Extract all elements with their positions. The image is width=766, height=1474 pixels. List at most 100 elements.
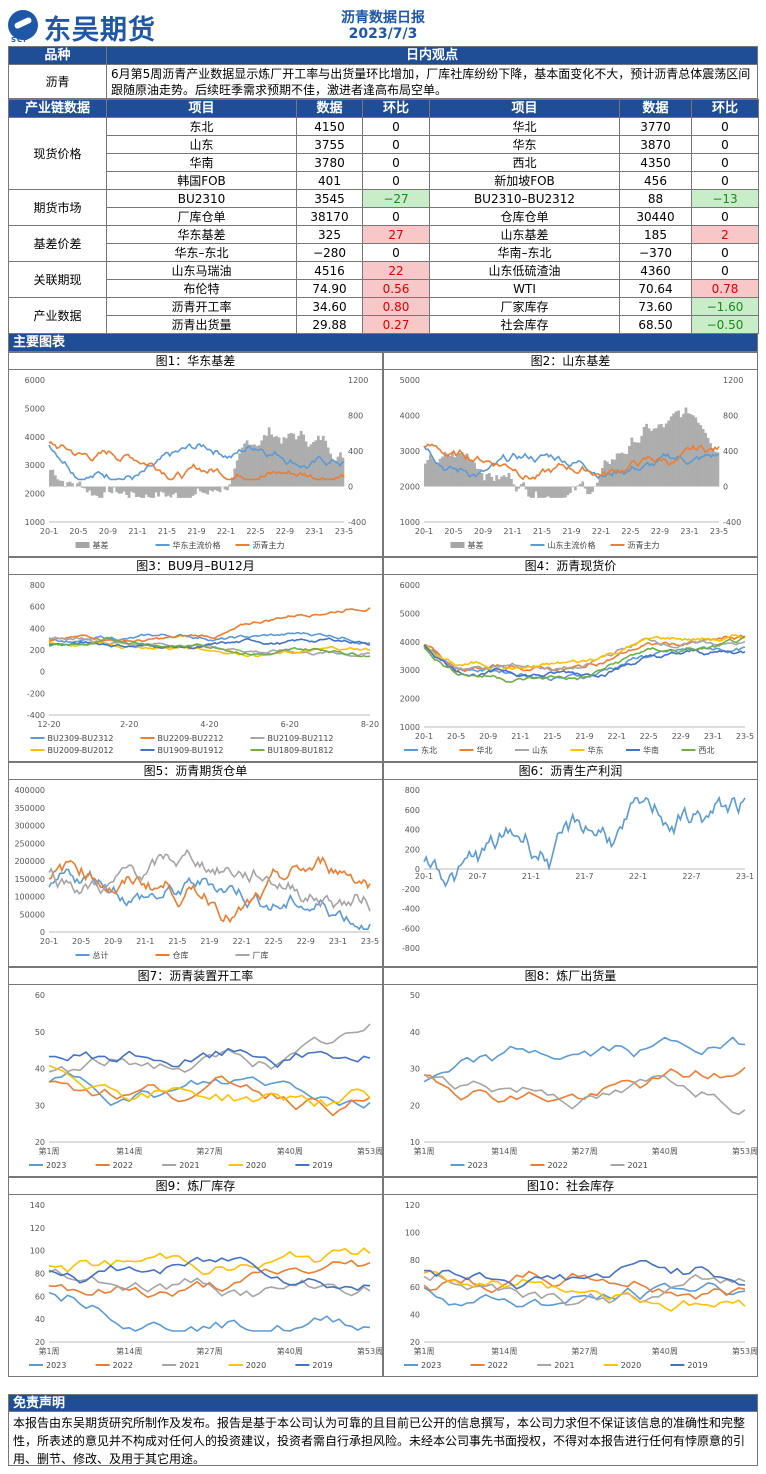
x-tick-label: 21-5 xyxy=(533,527,551,536)
basis-bar xyxy=(93,486,97,496)
item-change: 0 xyxy=(362,207,430,226)
y-tick-label: 5000 xyxy=(25,404,45,413)
y2-tick-label: 0 xyxy=(723,483,728,492)
basis-bar xyxy=(312,442,315,487)
x-tick-label: 20-1 xyxy=(40,937,58,946)
x-tick-label: 22-1 xyxy=(217,527,235,536)
x-tick-label: 20-1 xyxy=(415,872,433,881)
legend-label: 基差 xyxy=(468,540,484,550)
basis-bar xyxy=(314,440,318,487)
basis-bar xyxy=(480,473,484,487)
basis-bar xyxy=(184,486,187,498)
basis-bar xyxy=(674,411,678,487)
y-tick-label: 600 xyxy=(30,603,45,612)
basis-bar xyxy=(701,428,705,487)
x-tick-label: 23-5 xyxy=(710,527,728,536)
basis-bar xyxy=(433,461,437,487)
y2-tick-label: 800 xyxy=(348,412,363,421)
x-tick-label: 21-9 xyxy=(200,937,218,946)
basis-bar xyxy=(483,480,486,487)
basis-bar xyxy=(85,486,89,493)
basis-bar xyxy=(122,486,126,492)
series-line xyxy=(423,1273,746,1306)
y-tick-label: 60 xyxy=(35,991,45,1000)
basis-bar xyxy=(208,486,212,491)
x-tick-label: 22-1 xyxy=(629,872,647,881)
item-value: 4350 xyxy=(619,153,692,172)
item-value: 73.60 xyxy=(619,297,692,316)
legend-label: 西北 xyxy=(699,746,715,755)
x-tick-label: 第27周 xyxy=(196,1346,222,1356)
table-header-cell: 环比 xyxy=(691,99,759,118)
group-label: 期货市场 xyxy=(8,189,107,226)
basis-bar xyxy=(652,428,656,487)
y-tick-label: 30 xyxy=(35,1101,45,1110)
basis-bar xyxy=(336,456,340,487)
y-tick-label: 40 xyxy=(410,1028,420,1037)
x-tick-label: 21-7 xyxy=(575,872,593,881)
legend-label: 山东 xyxy=(532,745,548,755)
table-row: 华南 3780 0 西北 4350 0 xyxy=(9,153,759,172)
item-name: 华南 xyxy=(106,153,297,172)
item-value: 3755 xyxy=(296,135,363,154)
basis-bar xyxy=(201,486,205,493)
basis-bar xyxy=(529,486,533,498)
legend-label: 华南 xyxy=(643,745,659,755)
item-name: 沥青出货量 xyxy=(106,315,297,334)
legend-label: 东北 xyxy=(421,745,437,755)
basis-bar xyxy=(532,486,535,498)
y-tick-label: 400 xyxy=(30,624,45,633)
series-line xyxy=(48,442,345,481)
basis-bar xyxy=(257,445,261,487)
logo-sub: SCF xyxy=(11,36,29,44)
basis-bar xyxy=(642,427,646,487)
x-tick-label: 22-9 xyxy=(651,527,669,536)
x-tick-label: 22-7 xyxy=(682,872,700,881)
basis-bar xyxy=(522,482,526,487)
basis-bar xyxy=(319,439,323,487)
basis-bar xyxy=(507,472,511,487)
basis-bar xyxy=(198,486,202,492)
x-tick-label: 21-9 xyxy=(562,527,580,536)
y-tick-label: 50 xyxy=(35,1028,45,1037)
basis-bar xyxy=(645,423,649,487)
basis-bar xyxy=(331,460,335,487)
basis-bar xyxy=(662,427,666,487)
x-tick-label: 23-1 xyxy=(736,872,754,881)
basis-bar xyxy=(657,424,661,487)
x-tick-label: 22-1 xyxy=(233,937,251,946)
legend-label: 2020 xyxy=(621,1361,641,1370)
basis-bar xyxy=(164,486,168,497)
x-tick-label: 20-5 xyxy=(447,732,465,741)
basis-bar xyxy=(316,435,320,487)
basis-bar xyxy=(260,440,264,487)
item-value: 34.60 xyxy=(296,297,363,316)
basis-bar xyxy=(287,433,291,487)
x-tick-label: 21-1 xyxy=(503,527,521,536)
table-header-cell: 数据 xyxy=(296,99,363,118)
report-header: 东吴期货 SCF 沥青数据日报 2023/7/3 xyxy=(8,8,758,46)
y-tick-label: -200 xyxy=(402,885,420,894)
legend-label: 总计 xyxy=(93,950,109,960)
series-line xyxy=(48,1071,371,1109)
x-tick-label: 22-5 xyxy=(246,527,264,536)
basis-bar xyxy=(527,486,531,497)
disclaimer-text: 本报告由东吴期货研究所制作及发布。报告是基于本公司认为可靠的且目前已公开的信息撰… xyxy=(8,1412,758,1466)
series-line xyxy=(423,634,746,672)
basis-bar xyxy=(714,451,717,487)
item-change: −27 xyxy=(362,189,430,208)
series-line xyxy=(423,795,746,888)
y-tick-label: 3000 xyxy=(400,666,420,675)
basis-bar xyxy=(684,407,688,487)
table-row: 产业数据 沥青开工率 34.60 0.80 厂家库存 73.60 −1.60 xyxy=(8,297,759,334)
basis-bar xyxy=(539,486,543,498)
x-tick-label: 20-7 xyxy=(468,872,486,881)
basis-bar xyxy=(704,432,708,487)
item-value: 88 xyxy=(619,189,692,208)
basis-bar xyxy=(162,486,165,493)
item-value: 3870 xyxy=(619,135,692,154)
basis-bar xyxy=(103,486,106,493)
basis-bar xyxy=(436,463,440,487)
series-line xyxy=(48,1023,371,1074)
